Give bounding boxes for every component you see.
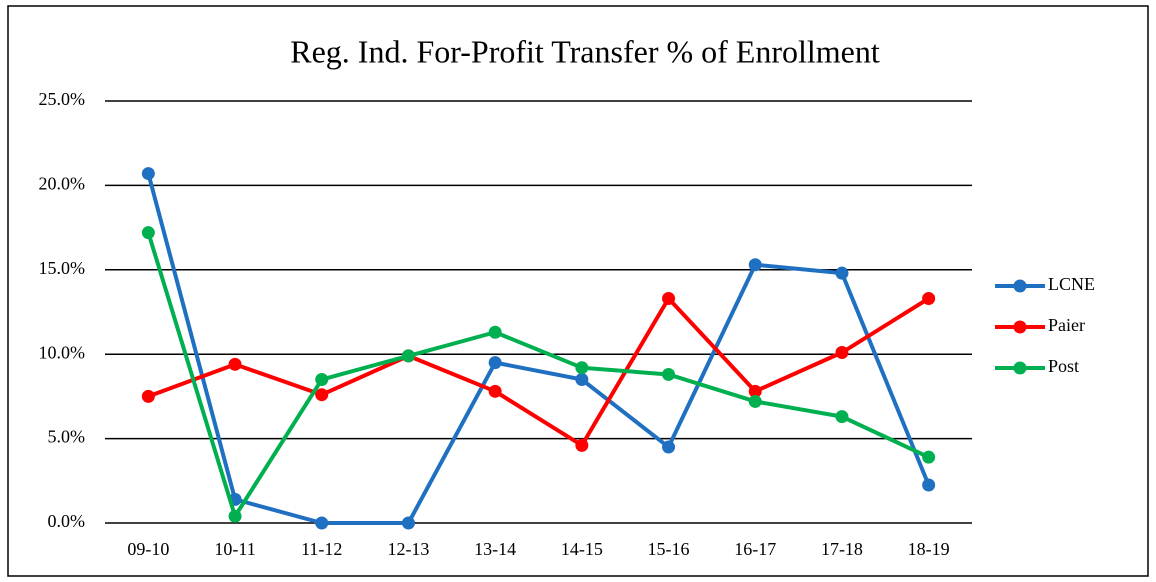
data-point	[662, 291, 676, 305]
legend-marker	[1013, 320, 1027, 334]
data-point	[488, 325, 502, 339]
data-point	[748, 394, 762, 408]
data-point	[315, 516, 329, 530]
y-tick-label: 10.0%	[39, 342, 86, 362]
series-line	[147, 296, 930, 448]
data-point	[228, 357, 242, 371]
legend-label: Post	[1048, 356, 1079, 376]
y-tick-label: 0.0%	[48, 511, 86, 531]
data-point	[748, 258, 762, 272]
legend-marker	[1013, 361, 1027, 375]
data-point	[401, 516, 415, 530]
data-point	[575, 373, 589, 387]
data-point	[835, 346, 849, 360]
data-point	[401, 349, 415, 363]
data-point	[922, 291, 936, 305]
legend-marker	[1013, 279, 1027, 293]
x-tick-label: 18-19	[908, 539, 950, 559]
series-line	[146, 232, 930, 519]
data-point	[922, 450, 936, 464]
data-point	[488, 356, 502, 370]
x-tick-label: 13-14	[474, 539, 516, 559]
x-tick-label: 11-12	[301, 539, 342, 559]
series-line	[146, 173, 931, 525]
data-point	[141, 389, 155, 403]
data-point	[575, 438, 589, 452]
data-point	[748, 384, 762, 398]
x-tick-label: 09-10	[127, 539, 169, 559]
y-tick-label: 25.0%	[39, 89, 86, 109]
data-point	[662, 367, 676, 381]
data-point	[315, 373, 329, 387]
legend-label: Paier	[1048, 315, 1085, 335]
legend-label: LCNE	[1048, 274, 1095, 294]
y-tick-label: 5.0%	[48, 427, 86, 447]
y-tick-label: 15.0%	[39, 258, 86, 278]
x-tick-label: 17-18	[821, 539, 863, 559]
data-point	[488, 384, 502, 398]
x-tick-label: 10-11	[214, 539, 255, 559]
data-point	[835, 266, 849, 280]
y-tick-label: 20.0%	[39, 174, 86, 194]
data-point	[662, 440, 676, 454]
chart-title: Reg. Ind. For-Profit Transfer % of Enrol…	[290, 33, 880, 69]
data-point	[228, 509, 242, 523]
data-point	[141, 226, 155, 240]
data-point	[575, 361, 589, 375]
x-tick-label: 15-16	[648, 539, 690, 559]
data-point	[141, 167, 155, 181]
x-tick-label: 12-13	[387, 539, 429, 559]
data-point	[922, 478, 936, 492]
data-point	[835, 410, 849, 424]
x-tick-label: 16-17	[734, 539, 776, 559]
data-point	[315, 388, 329, 402]
x-tick-label: 14-15	[561, 539, 603, 559]
